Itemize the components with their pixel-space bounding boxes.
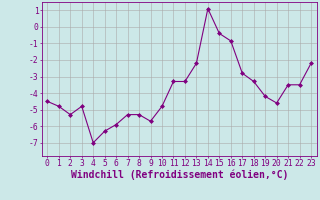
X-axis label: Windchill (Refroidissement éolien,°C): Windchill (Refroidissement éolien,°C) [70, 169, 288, 180]
